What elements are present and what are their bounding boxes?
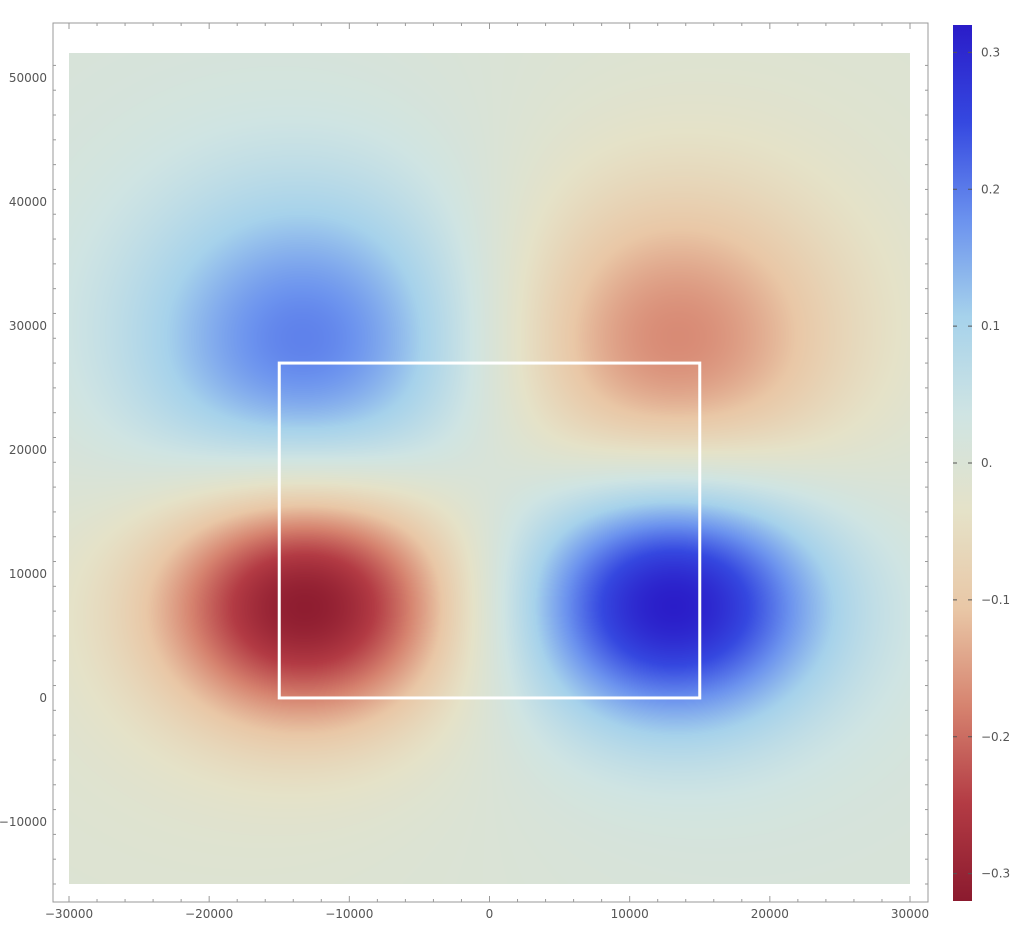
colorbar-tick-label: 0. (981, 456, 992, 470)
colorbar-tick-label: −0.3 (981, 867, 1010, 881)
y-tick-label: 20000 (9, 443, 47, 457)
y-tick-label: 10000 (9, 567, 47, 581)
colorbar-tick-label: 0.3 (981, 45, 1000, 59)
x-tick-label: 30000 (891, 907, 929, 921)
y-tick-label: 50000 (9, 71, 47, 85)
overlay-rectangle (277, 361, 702, 700)
x-tick-label: −30000 (45, 907, 93, 921)
x-tick-label: 0 (486, 907, 494, 921)
plot-area: −30000 −20000 −10000 0 10000 20000 30000 −1000… (0, 22, 929, 921)
colorbar: −0.3 −0.2 −0.1 0. 0.1 0.2 0.3 (953, 25, 1010, 901)
x-axis: −30000 −20000 −10000 0 10000 20000 30000 (45, 23, 929, 921)
y-axis: −10000 0 10000 20000 30000 40000 50000 (0, 64, 928, 885)
y-tick-label: 30000 (9, 319, 47, 333)
y-tick-label: 0 (39, 691, 47, 705)
colorbar-tick-label: −0.2 (981, 730, 1010, 744)
colorbar-tick-label: 0.1 (981, 319, 1000, 333)
colorbar-tick-label: 0.2 (981, 182, 1000, 196)
y-tick-label: 40000 (9, 195, 47, 209)
colorbar-gradient (953, 25, 972, 901)
x-tick-label: −10000 (325, 907, 373, 921)
x-tick-label: 10000 (611, 907, 649, 921)
heatmap-field (69, 53, 910, 884)
colorbar-tick-label: −0.1 (981, 593, 1010, 607)
y-tick-label: −10000 (0, 815, 47, 829)
x-tick-label: −20000 (185, 907, 233, 921)
x-tick-label: 20000 (751, 907, 789, 921)
colorbar-ticks: −0.3 −0.2 −0.1 0. 0.1 0.2 0.3 (953, 45, 1010, 881)
